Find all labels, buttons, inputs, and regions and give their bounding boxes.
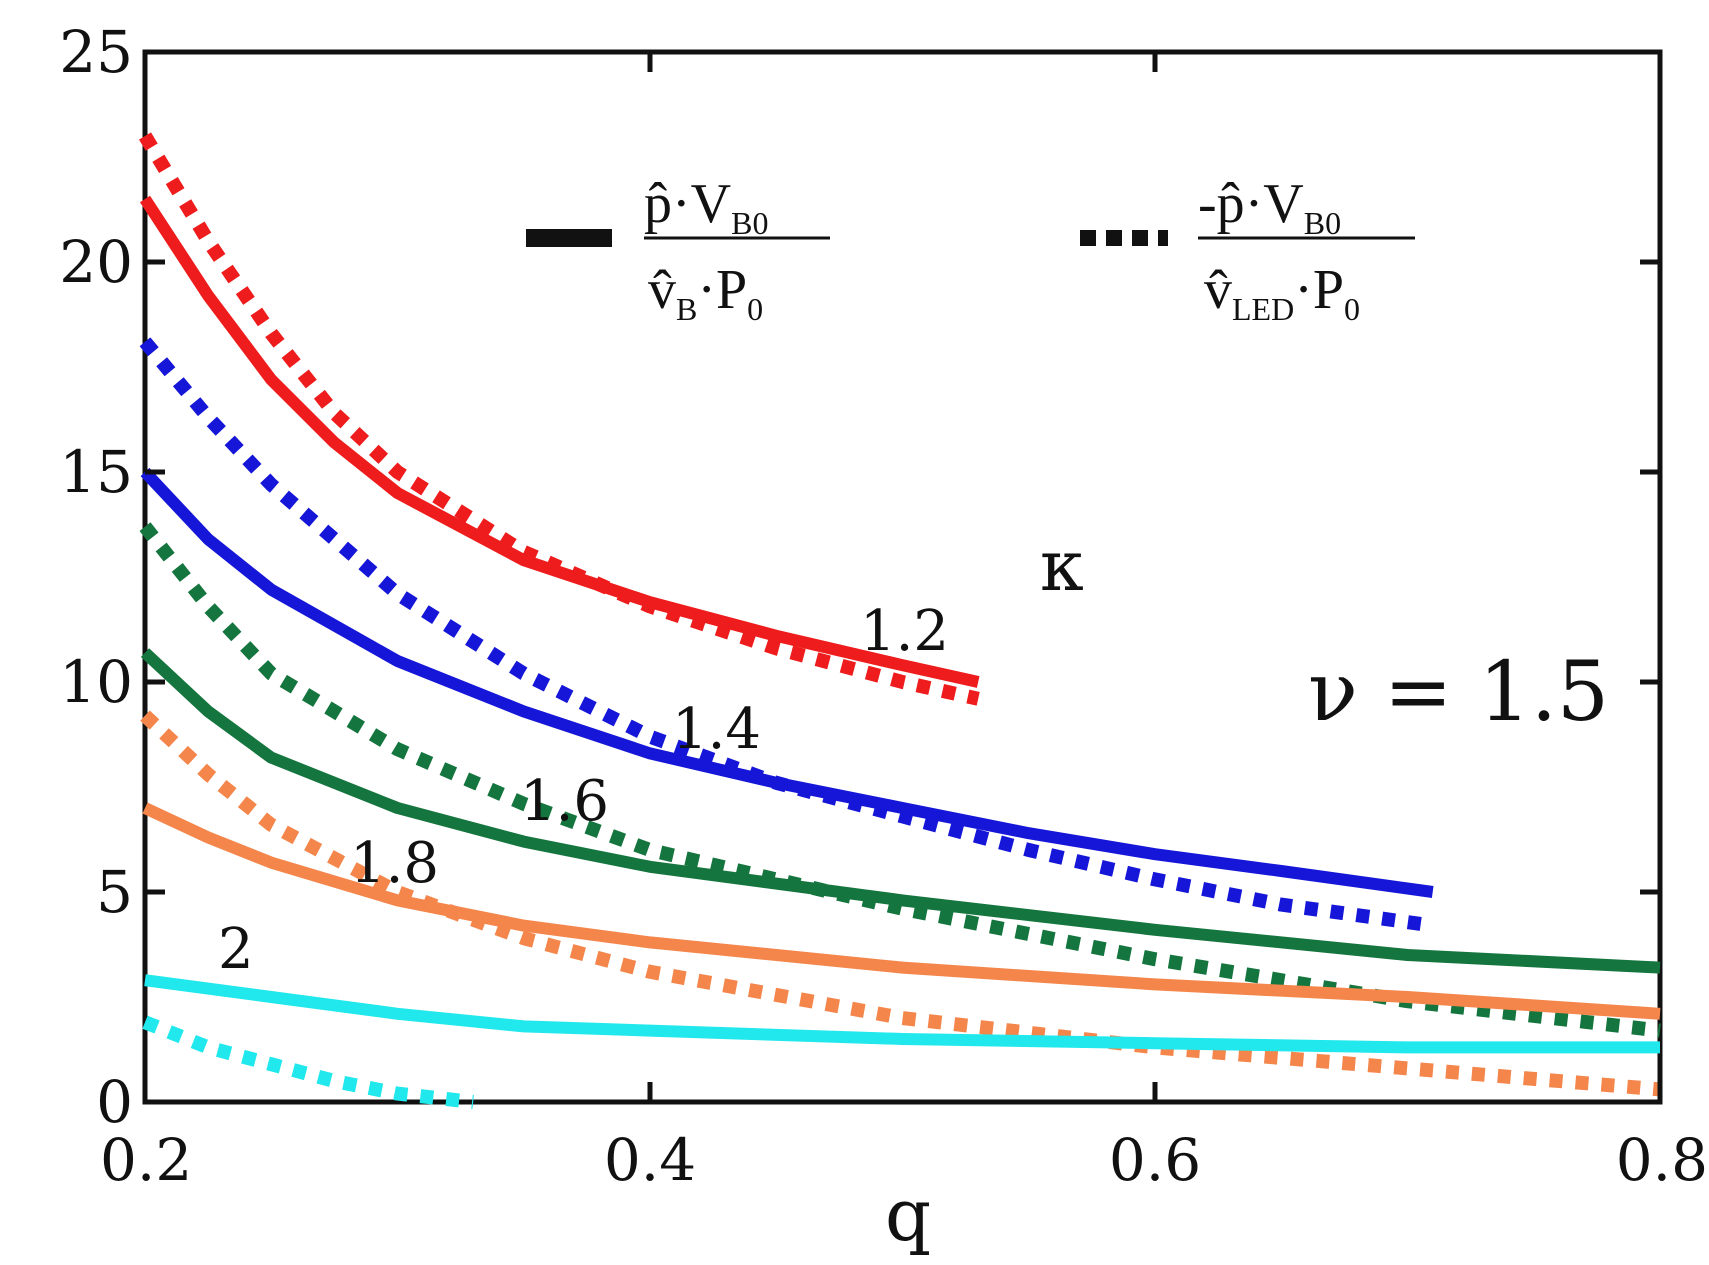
kappa-label-1-2: 1.2 [860,599,949,664]
plot-frame [142,49,1663,1105]
series-line-kappa-1-4-solid [140,467,1434,898]
series-line-kappa-1-8-solid [142,802,1661,1020]
y-tick-label: 15 [59,438,133,506]
series-line-kappa-2-dotted [142,1015,474,1109]
kappa-label-1-8: 1.8 [350,831,439,896]
series-line-kappa-1-2-solid [139,195,980,688]
ticks-layer: 0.2 0.4 0.6 0.8 0 5 10 15 20 25 [59,18,1708,1194]
kappa-symbol: κ [1040,525,1084,607]
kappa-label-1-4: 1.4 [672,697,761,762]
kappa-label-1-6: 1.6 [520,769,609,834]
legend-solid-numerator: p̂·VB0 [644,173,768,241]
series-line-kappa-1-6-dotted [139,522,1661,1038]
x-tick-label: 0.8 [1616,1126,1708,1194]
legend-solid-denominator: v̂B·P0 [648,259,763,327]
series-layer [139,132,1661,1109]
x-tick-label: 0.6 [1109,1126,1201,1194]
x-axis-label: q [885,1173,931,1257]
series-line-kappa-1-2-dotted [139,132,980,706]
legend: p̂·VB0 v̂B·P0 -p̂·VB0 v̂LED·P0 [526,173,1415,327]
nu-value-label: ν = 1.5 [1308,645,1609,740]
y-tick-label: 20 [59,228,133,296]
series-line-kappa-2-solid [144,974,1660,1054]
series-line-kappa-1-6-solid [140,648,1661,974]
y-tick-label: 5 [96,858,133,926]
x-tick-label: 0.2 [100,1126,192,1194]
legend-dotted-numerator: -p̂·VB0 [1198,173,1341,241]
x-tick-label: 0.4 [604,1126,696,1194]
kappa-label-2: 2 [218,917,254,982]
y-tick-label: 10 [59,648,133,716]
y-tick-label: 0 [96,1068,133,1136]
y-tick-label: 25 [59,18,133,86]
legend-dotted-denominator: v̂LED·P0 [1204,259,1360,327]
